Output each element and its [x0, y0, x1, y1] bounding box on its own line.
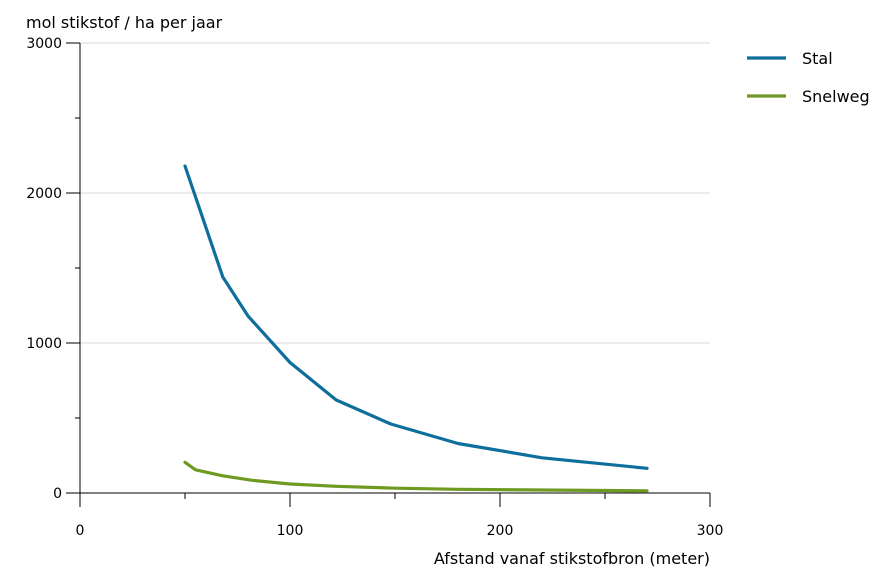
x-tick-label: 200 — [487, 523, 514, 539]
x-tick-label: 0 — [76, 523, 85, 539]
y-tick-label: 0 — [53, 486, 62, 502]
series-line-snelweg — [183, 460, 649, 493]
tick-labels: 0 1000 2000 3000 0 100 200 300 — [26, 36, 723, 539]
y-axis-title: mol stikstof / ha per jaar — [26, 13, 223, 32]
y-tick-label: 2000 — [26, 186, 62, 202]
legend-label-snelweg: Snelweg — [802, 87, 870, 106]
x-tick-label: 100 — [277, 523, 304, 539]
series-line-stal — [183, 164, 649, 470]
x-tick-label: 300 — [697, 523, 724, 539]
series-lines — [183, 164, 649, 493]
y-tick-label: 3000 — [26, 36, 62, 52]
legend: Stal Snelweg — [747, 49, 870, 106]
legend-label-stal: Stal — [802, 49, 833, 68]
x-axis-title: Afstand vanaf stikstofbron (meter) — [434, 549, 710, 568]
axes — [66, 42, 711, 507]
y-tick-label: 1000 — [26, 336, 62, 352]
gridlines — [80, 42, 710, 344]
